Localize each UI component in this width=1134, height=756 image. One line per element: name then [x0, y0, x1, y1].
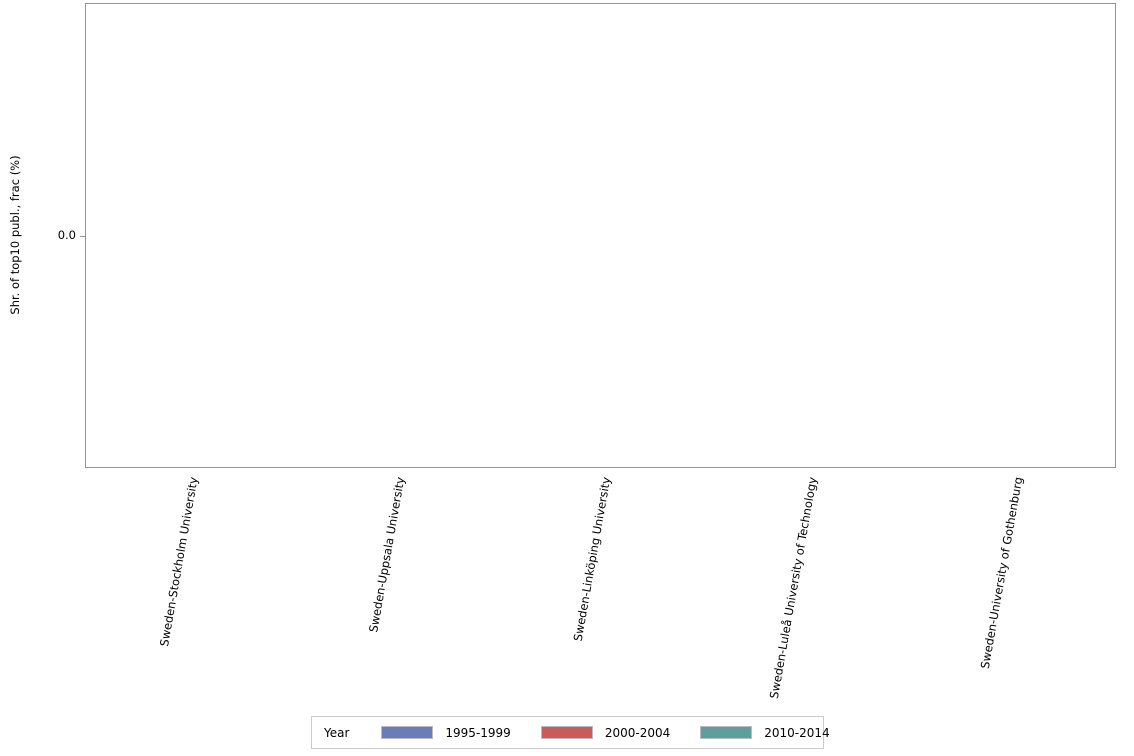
x-axis: Sweden-Stockholm University Sweden-Uppsal…	[85, 468, 1116, 718]
legend-entry[interactable]: 1995-1999	[381, 725, 511, 740]
x-tick-label: Sweden-Luleå University of Technology	[766, 475, 820, 700]
legend-entry[interactable]: 2010-2014	[700, 725, 830, 740]
bar-group	[705, 4, 911, 467]
legend-color-swatch	[700, 726, 753, 739]
legend-color-swatch	[381, 726, 434, 739]
x-tick-label: Sweden-Stockholm University	[157, 475, 201, 648]
legend-title: Year	[324, 725, 350, 740]
bars-layer	[86, 4, 1115, 467]
y-tick-label: 0.0	[57, 227, 76, 242]
legend-entries: 1995-1999 2000-2004 2010-2014	[381, 726, 859, 740]
x-tick-label: Sweden-University of Gothenburg	[978, 475, 1026, 670]
plot-area	[85, 3, 1116, 468]
legend-color-swatch	[540, 726, 593, 739]
legend-entry[interactable]: 2000-2004	[540, 725, 671, 740]
bar-group	[86, 4, 292, 467]
y-axis-tick: 0.0	[0, 228, 85, 242]
legend-label: 1995-1999	[445, 725, 511, 740]
x-tick-label: Sweden-Linköping University	[570, 475, 614, 643]
bar-group	[911, 4, 1117, 467]
bar-group	[498, 4, 704, 467]
y-tick-mark	[80, 235, 85, 237]
chart-legend: Year 1995-1999 2000-2004 2010-2014	[311, 716, 830, 749]
legend-label: 2000-2004	[604, 725, 671, 740]
x-tick-label: Sweden-Uppsala University	[365, 475, 408, 634]
legend-label: 2010-2014	[764, 725, 830, 740]
bar-group	[292, 4, 498, 467]
